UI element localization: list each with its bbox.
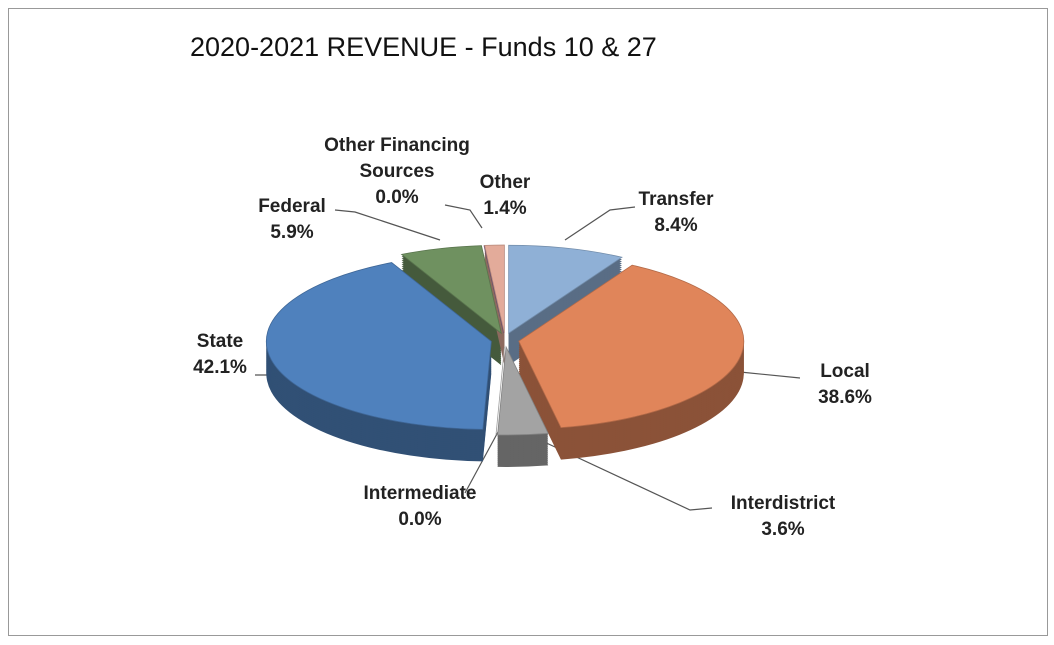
- value-label: 42.1%: [193, 357, 247, 378]
- slice-label: State 42.1%: [193, 329, 247, 381]
- slice-label: Local 38.6%: [818, 359, 872, 411]
- value-label: 38.6%: [818, 387, 872, 408]
- chart-frame: [8, 8, 1048, 636]
- slice-label: Other Financing Sources 0.0%: [317, 133, 477, 211]
- category-name: Federal: [258, 196, 326, 217]
- slice: [400, 245, 502, 335]
- slice-label: Federal 5.9%: [258, 194, 326, 246]
- category-name: Transfer: [638, 189, 714, 210]
- category-name: Local: [820, 361, 870, 382]
- leader-line: [564, 206, 636, 241]
- category-name: State: [196, 331, 244, 352]
- category-name: Intermediate: [363, 483, 477, 504]
- slice: [518, 264, 745, 429]
- category-name: Other Financing Sources: [324, 135, 470, 182]
- slice: [495, 346, 505, 435]
- value-label: 8.4%: [654, 215, 698, 236]
- slice: [497, 345, 549, 436]
- category-name: Interdistrict: [730, 493, 836, 514]
- chart-title: 2020-2021 REVENUE - Funds 10 & 27: [190, 32, 657, 62]
- slice: [508, 244, 623, 334]
- leader-line: [444, 204, 483, 229]
- value-label: 3.6%: [761, 519, 805, 540]
- slice-label: Transfer 8.4%: [639, 187, 714, 239]
- category-name: Other: [479, 172, 531, 193]
- slice-label: Intermediate 0.0%: [364, 481, 477, 533]
- leader-line: [539, 439, 713, 511]
- slice-label: Interdistrict 3.6%: [731, 491, 836, 543]
- slice-label: Other 1.4%: [480, 170, 531, 222]
- value-label: 0.0%: [375, 187, 419, 208]
- leader-line: [334, 209, 441, 241]
- leader-lines: [255, 204, 801, 511]
- value-label: 0.0%: [398, 509, 442, 530]
- pie: [265, 244, 745, 467]
- slice: [484, 244, 505, 334]
- leader-line: [464, 431, 499, 494]
- value-label: 5.9%: [270, 222, 314, 243]
- value-label: 1.4%: [483, 198, 527, 219]
- slice: [265, 262, 492, 430]
- leader-line: [739, 371, 801, 379]
